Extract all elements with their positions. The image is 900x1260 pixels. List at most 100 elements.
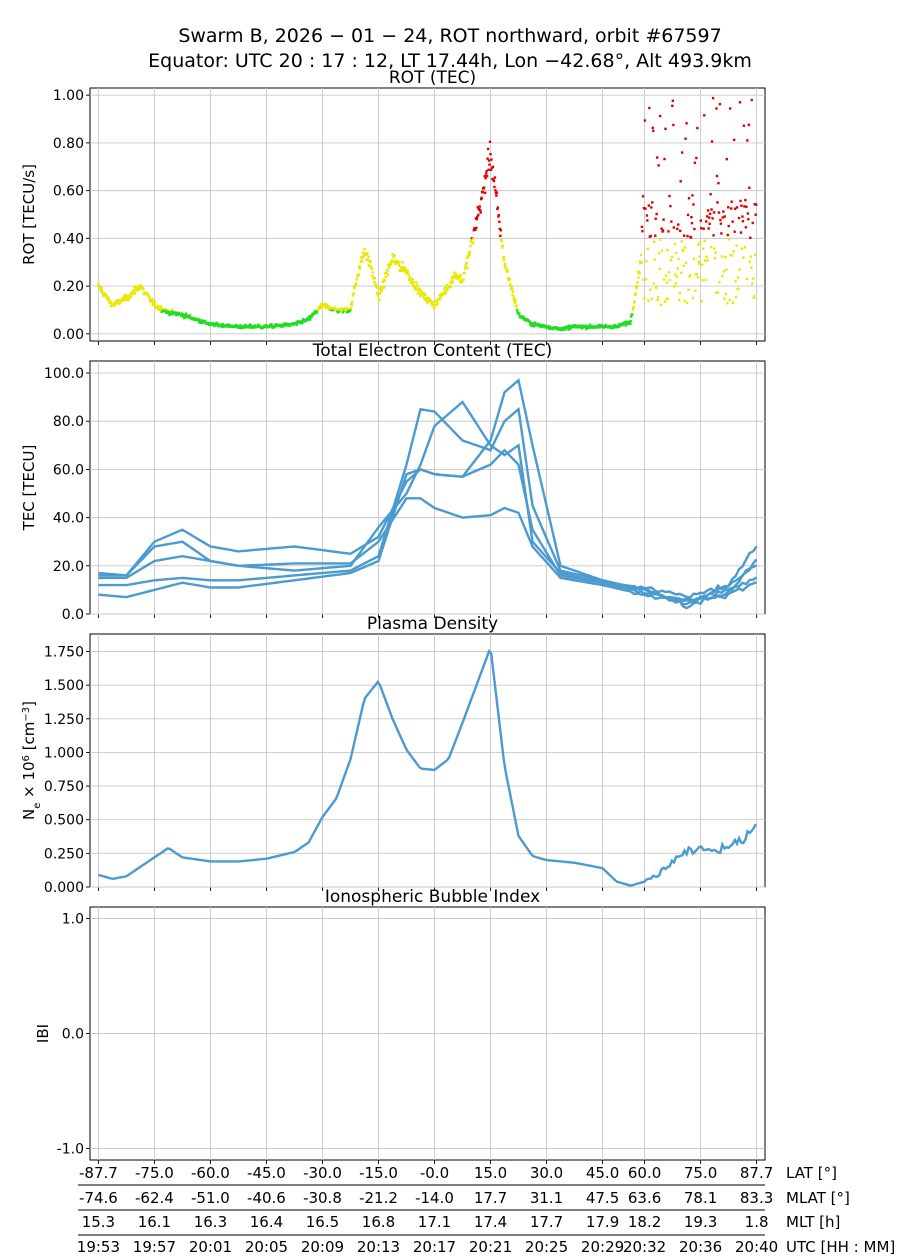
rot-point xyxy=(695,272,699,276)
rot-point xyxy=(740,247,744,251)
rot-point xyxy=(308,318,312,321)
rot-point xyxy=(493,176,497,179)
rot-point xyxy=(744,226,748,229)
y-tick-label: -1.0 xyxy=(57,1142,84,1158)
rot-point xyxy=(617,325,621,328)
rot-point xyxy=(513,301,517,305)
rot-point xyxy=(200,319,203,322)
rot-point xyxy=(669,204,672,208)
rot-point xyxy=(705,215,709,218)
x-tick-label: -21.2 xyxy=(359,1189,398,1207)
rot-point xyxy=(398,261,401,264)
rot-point xyxy=(705,255,708,259)
rot-point xyxy=(702,227,705,230)
rot-point xyxy=(511,290,515,293)
rot-point xyxy=(280,325,283,328)
x-tick-label: 83.3 xyxy=(740,1189,773,1207)
rot-point xyxy=(370,265,373,269)
y-tick-label: 1.00 xyxy=(53,88,84,104)
rot-point xyxy=(422,291,426,295)
rot-point xyxy=(112,304,116,308)
rot-point xyxy=(730,200,733,203)
x-tick-label: -60.0 xyxy=(191,1164,230,1182)
rot-point xyxy=(672,123,675,127)
rot-point xyxy=(184,315,187,319)
rot-point xyxy=(354,284,357,288)
rot-point xyxy=(710,208,713,211)
rot-point xyxy=(653,258,656,261)
rot-point xyxy=(469,244,472,248)
rot-point xyxy=(400,267,404,270)
x-tick-label: -45.0 xyxy=(247,1164,286,1182)
rot-point xyxy=(528,320,531,323)
rot-point xyxy=(475,226,478,230)
rot-point xyxy=(683,246,687,249)
rot-point xyxy=(643,119,647,122)
rot-point xyxy=(725,157,728,161)
rot-point xyxy=(708,222,711,226)
rot-point xyxy=(274,325,277,328)
y-tick-label: 60.0 xyxy=(53,462,84,478)
rot-point xyxy=(404,269,407,272)
rot-point xyxy=(498,227,502,231)
rot-point xyxy=(411,277,414,281)
rot-point xyxy=(483,191,487,195)
x-tick-label: 16.8 xyxy=(362,1213,395,1231)
rot-point xyxy=(165,311,168,315)
y-tick-label: 0.80 xyxy=(53,136,84,152)
rot-point xyxy=(201,321,205,324)
rot-point xyxy=(641,229,644,233)
rot-point xyxy=(450,281,453,284)
rot-point xyxy=(664,274,668,277)
y-tick-label: 0.500 xyxy=(44,813,84,829)
rot-point xyxy=(712,211,716,214)
rot-point xyxy=(750,266,753,269)
rot-point xyxy=(471,237,475,241)
rot-point xyxy=(391,252,394,256)
rot-point xyxy=(646,247,650,251)
y-tick-label: 0.0 xyxy=(62,1027,84,1043)
rot-point xyxy=(126,296,130,299)
rot-point xyxy=(744,198,747,202)
rot-point xyxy=(694,289,697,292)
rot-point xyxy=(136,289,140,292)
rot-point xyxy=(420,290,423,293)
rot-point xyxy=(674,273,677,276)
rot-point xyxy=(490,158,493,161)
rot-point xyxy=(708,212,712,215)
rot-point xyxy=(624,324,627,327)
rot-point xyxy=(184,312,188,315)
rot-point xyxy=(377,293,380,296)
rot-point xyxy=(500,238,503,242)
rot-point xyxy=(670,220,673,223)
rot-point xyxy=(711,96,715,100)
rot-point xyxy=(371,274,374,278)
rot-point xyxy=(263,325,267,329)
rot-point xyxy=(654,286,658,289)
rot-point xyxy=(130,292,133,296)
rot-point xyxy=(696,275,700,279)
rot-point xyxy=(697,243,700,247)
rot-point xyxy=(659,238,662,241)
rot-point xyxy=(563,328,567,331)
rot-point xyxy=(380,288,383,292)
rot-point xyxy=(381,280,384,284)
rot-point xyxy=(358,267,362,270)
rot-point xyxy=(446,287,450,290)
rot-point xyxy=(666,297,670,300)
rot-point xyxy=(743,246,747,249)
rot-point xyxy=(664,127,667,131)
rot-point xyxy=(373,280,376,284)
rot-point xyxy=(709,193,712,196)
rot-point xyxy=(732,250,735,253)
rot-point xyxy=(686,213,690,217)
rot-point xyxy=(405,271,409,274)
rot-point xyxy=(653,240,656,243)
rot-point xyxy=(735,206,739,209)
rot-point xyxy=(350,303,354,307)
rot-point xyxy=(424,293,427,297)
rot-point xyxy=(512,296,515,299)
rot-point xyxy=(584,327,588,331)
rot-point xyxy=(724,292,727,296)
rot-point xyxy=(638,272,641,275)
